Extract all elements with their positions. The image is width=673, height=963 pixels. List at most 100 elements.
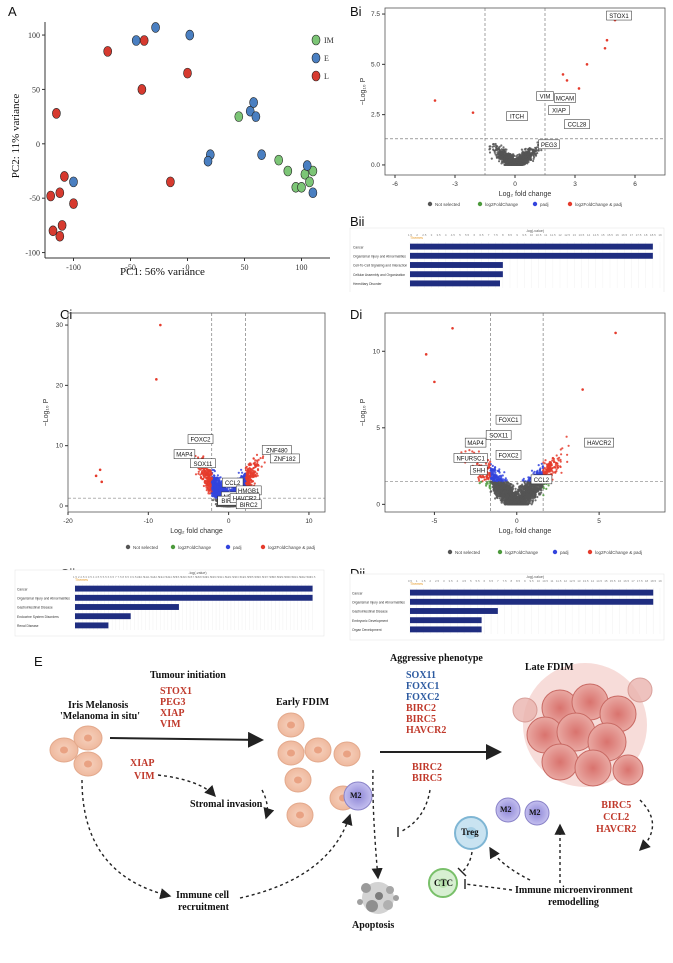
volcano-point (498, 160, 501, 163)
volcano-point (540, 462, 543, 465)
volcano-point (523, 162, 526, 165)
volcano-point (247, 463, 250, 466)
bar-category-label: Cell-To-Cell Signaling and Interaction (353, 264, 407, 268)
bar-tick-label: 16 (615, 233, 619, 237)
bar-legend: Themes (75, 578, 88, 582)
volcano-point (521, 157, 525, 160)
volcano-point (197, 470, 200, 473)
pca-ytick-label: 0 (36, 140, 40, 149)
bar-tick-label: 13 (159, 575, 163, 579)
volcano-point (209, 477, 212, 480)
volcano-ytick-label: 2.5 (371, 112, 380, 119)
volcano-point (232, 489, 235, 492)
bar-tick-label: 2.5 (422, 233, 427, 237)
volcano-point (566, 460, 569, 463)
bar-tick-label: 3 (431, 233, 433, 237)
bar-category-label: Cellular Assembly and Organization (353, 273, 405, 277)
volcano-point (219, 483, 222, 486)
volcano-point (202, 477, 205, 480)
volcano-point (215, 499, 218, 502)
bar-frame (349, 227, 665, 292)
volcano-point (503, 150, 506, 153)
pca-point-e (131, 35, 141, 46)
volcano-xtick-label: 0 (515, 518, 519, 525)
volcano-point (249, 462, 252, 465)
bar-tick-label: 25.5 (250, 575, 256, 579)
bar-tick-label: 2 (416, 233, 418, 237)
volcano-point (523, 160, 526, 163)
volcano-ytick-label: 5.0 (371, 61, 380, 68)
volcano-point (216, 504, 219, 508)
volcano-point (261, 456, 264, 460)
bar-tick-label: 12.5 (154, 575, 160, 579)
volcano-point (243, 475, 246, 478)
volcano-legend-label: log2FoldChange & padj (268, 545, 315, 550)
volcano-point (559, 458, 562, 461)
pca-point-l (69, 198, 78, 209)
bar-tick-label: 19 (203, 575, 207, 579)
volcano-gene-label: VIM (540, 95, 551, 101)
bar-tick-label: 14 (587, 233, 591, 237)
volcano-point (503, 471, 506, 474)
volcano-xtick-label: 0 (513, 181, 517, 188)
volcano-point (498, 497, 501, 500)
bar-tick-label: 10.5 (139, 575, 145, 579)
bar-category-label: Cancer (17, 587, 29, 591)
volcano-point (551, 457, 554, 460)
bar-tick-label: 4.5 (451, 233, 456, 237)
bar-tick-label: 14.5 (169, 575, 175, 579)
volcano-point (511, 156, 514, 159)
volcano-point (234, 488, 237, 491)
volcano-point (194, 473, 198, 476)
volcano-legend-label: padj (233, 545, 242, 550)
volcano-point (531, 151, 534, 154)
volcano-gene-label: CCL28 (568, 123, 587, 129)
volcano-xlabel: Log₂ fold change (170, 528, 223, 535)
volcano-point (532, 157, 535, 160)
bar-tick-label: 12 (151, 575, 155, 579)
volcano-gene-box (564, 119, 590, 129)
panel-label-a: A (8, 4, 17, 19)
volcano-point (217, 486, 220, 489)
pca-point-l (57, 220, 67, 231)
bar-tick-label: 32.5 (302, 575, 308, 579)
volcano-point (212, 491, 215, 494)
volcano-point (529, 154, 532, 157)
volcano-point (496, 145, 499, 148)
volcano-point (247, 479, 250, 482)
volcano-point (513, 159, 516, 163)
bar-tick-label: 4 (93, 575, 95, 579)
bar-tick-label: 26.5 (258, 575, 264, 579)
volcano-point (159, 323, 162, 327)
bar-tick-label: 7 (488, 233, 490, 237)
volcano-point (255, 453, 259, 456)
volcano-ytick-label: 7.5 (371, 11, 380, 18)
bar-tick-label: 8.5 (508, 233, 513, 237)
pca-point-l (55, 187, 65, 199)
volcano-point (504, 148, 507, 151)
volcano-point (491, 145, 494, 148)
volcano-gene-label: ITCH (510, 115, 524, 121)
volcano-point (514, 162, 517, 165)
volcano-point (213, 470, 216, 473)
volcano-point (502, 146, 505, 149)
volcano-point (524, 155, 527, 158)
volcano-xtick-label: 6 (633, 181, 637, 188)
volcano-point (517, 161, 520, 164)
bar-tick-label: 17 (630, 233, 634, 237)
panel-label-di: Di (350, 307, 363, 322)
volcano-point (237, 471, 240, 474)
bar-tick-label: 11.5 (550, 233, 556, 237)
bar-tick-label: 14 (166, 575, 170, 579)
volcano-point (217, 491, 220, 495)
bar-tick-label: 28.5 (273, 575, 279, 579)
volcano-point (215, 496, 218, 499)
volcano-point (254, 471, 257, 474)
volcano-legend-marker (170, 544, 176, 550)
bar-tick-label: 11 (144, 575, 147, 579)
volcano-point (512, 163, 515, 166)
bar-tick-label: 7 (115, 575, 117, 579)
